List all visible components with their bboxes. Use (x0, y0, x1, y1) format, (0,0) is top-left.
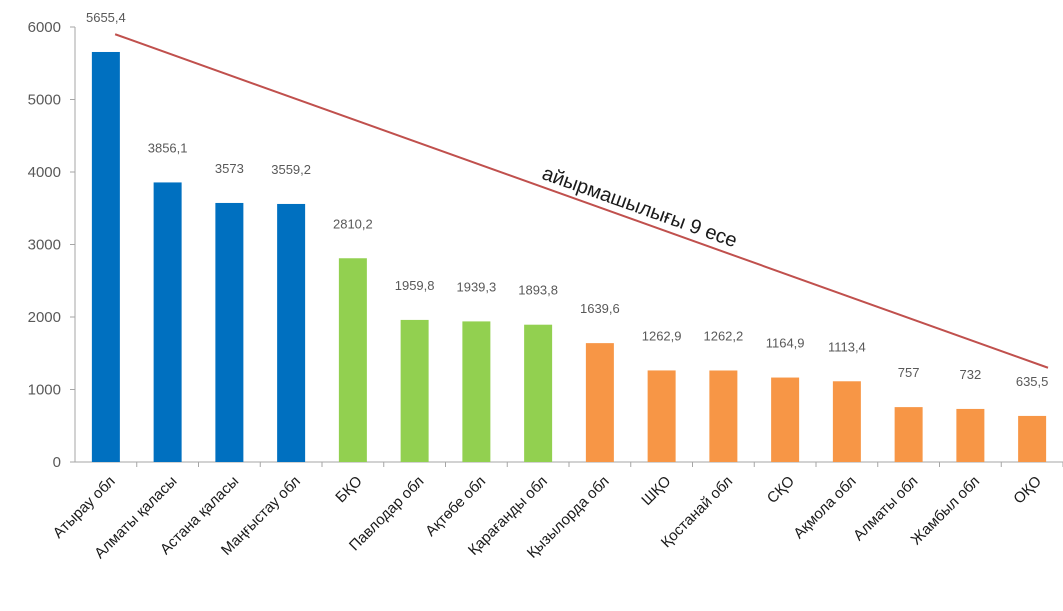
data-label: 2810,2 (333, 216, 373, 231)
bar (91, 51, 120, 463)
y-tick-label: 6000 (28, 19, 61, 36)
data-label: 1893,8 (518, 283, 558, 298)
category-label: СҚО (764, 473, 798, 507)
trend-annotation: айырмашылығы 9 есе (114, 33, 1049, 369)
bar (894, 407, 923, 462)
trend-line (114, 33, 1049, 369)
data-label: 757 (898, 365, 920, 380)
bar (1018, 415, 1047, 462)
annotation-text: айырмашылығы 9 есе (539, 162, 740, 252)
data-label: 1939,3 (456, 279, 496, 294)
bar (462, 321, 491, 462)
bar (277, 203, 306, 462)
data-label: 1959,8 (395, 278, 435, 293)
bar (153, 182, 182, 463)
category-label: Ақтөбе обл (422, 473, 489, 540)
data-label: 5655,4 (86, 10, 126, 25)
data-label: 1113,4 (828, 339, 866, 354)
category-label: Атырау обл (50, 473, 119, 542)
bar (524, 324, 553, 462)
data-label: 3559,2 (271, 162, 311, 177)
y-tick-label: 3000 (28, 237, 61, 254)
bar (709, 370, 738, 462)
data-label: 635,5 (1016, 374, 1049, 389)
y-tick-labels: 0 1000 2000 3000 4000 5000 6000 (28, 19, 61, 471)
bars (91, 51, 1047, 463)
bar (585, 343, 614, 462)
data-label: 1639,6 (580, 301, 620, 316)
data-label: 1262,9 (642, 328, 682, 343)
category-label: ШҚО (638, 473, 674, 509)
y-tick-label: 4000 (28, 164, 61, 181)
data-label: 3856,1 (148, 140, 188, 155)
y-tick-label: 5000 (28, 92, 61, 109)
data-label: 1262,2 (703, 328, 743, 343)
bar (338, 258, 367, 462)
category-label: БҚО (332, 473, 365, 506)
bar (647, 370, 676, 462)
y-tick-label: 2000 (28, 309, 61, 326)
bar (400, 319, 429, 462)
category-label: ОҚО (1010, 473, 1045, 508)
data-label: 3573 (215, 161, 244, 176)
bar (832, 381, 861, 462)
y-tick-label: 1000 (28, 382, 61, 399)
data-label: 732 (960, 367, 982, 382)
bar (956, 408, 985, 462)
y-tick-label: 0 (53, 454, 61, 471)
data-label: 1164,9 (766, 336, 805, 351)
bar (771, 377, 800, 462)
data-labels: 5655,4 3856,1 3573 3559,2 2810,2 1959,8 1939,3… (86, 10, 1048, 389)
bar (215, 202, 244, 462)
